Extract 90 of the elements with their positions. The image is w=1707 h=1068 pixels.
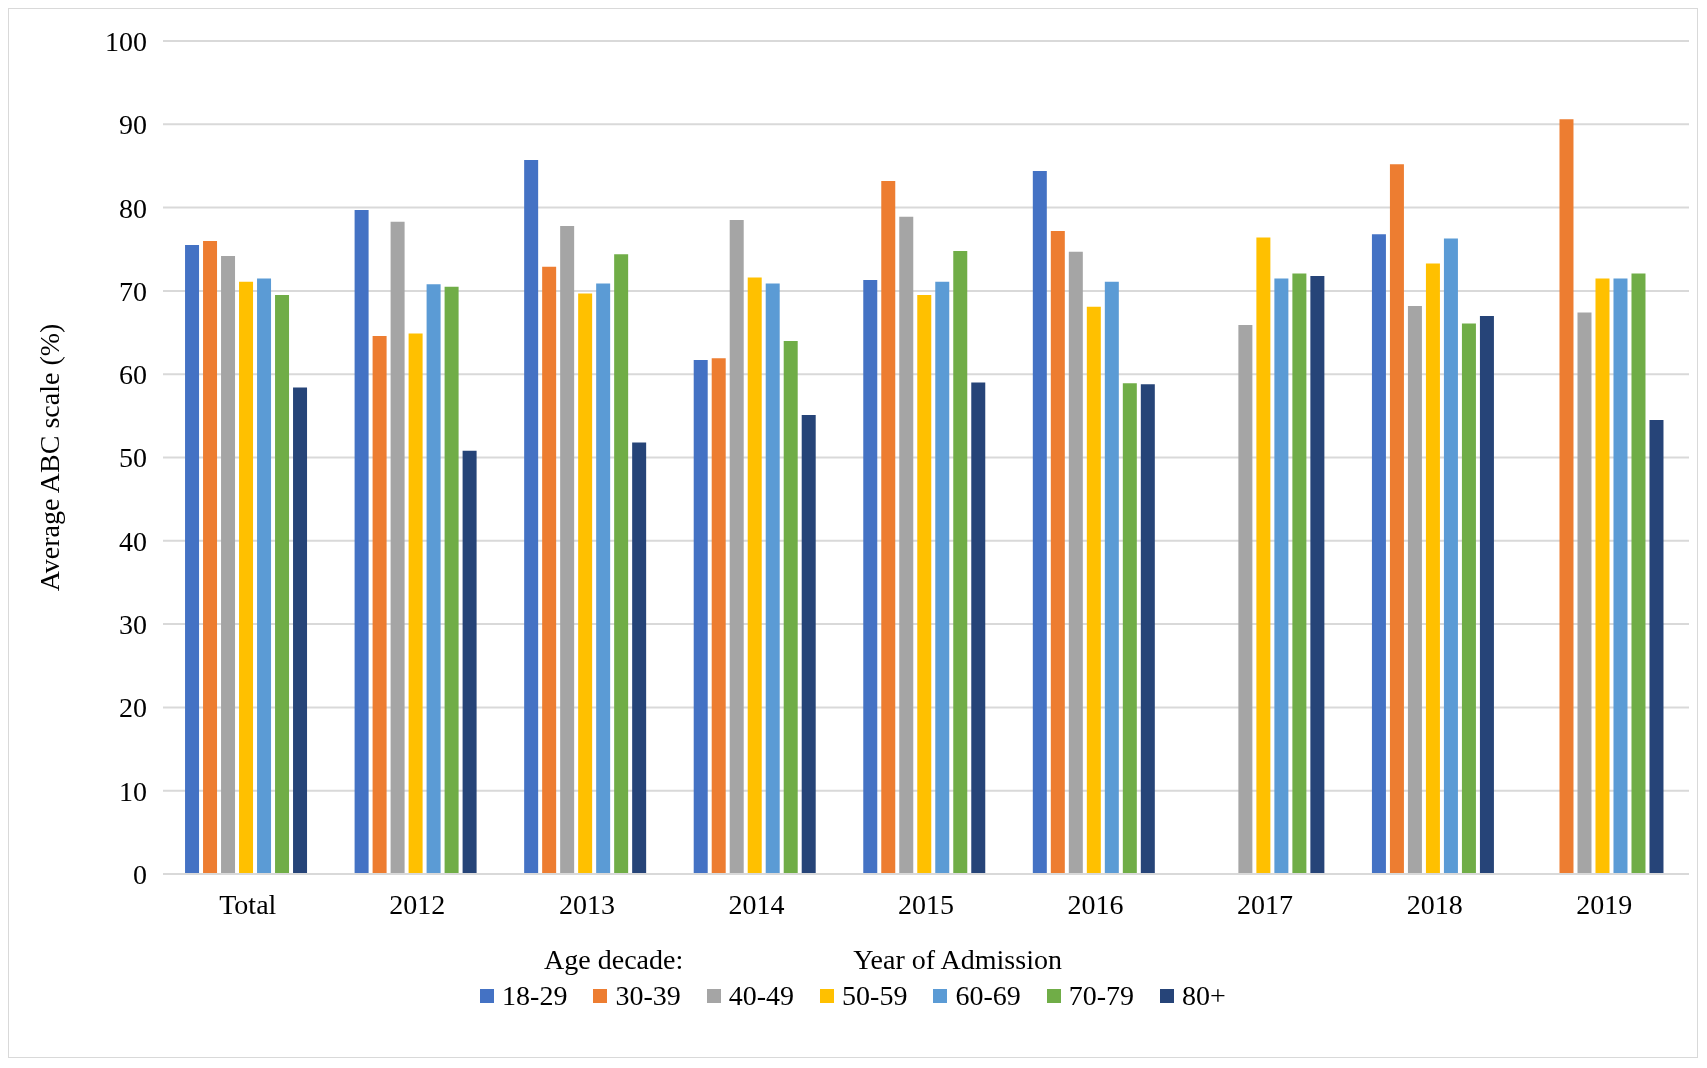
bar bbox=[953, 250, 968, 874]
bar bbox=[1140, 384, 1155, 874]
bar bbox=[765, 283, 780, 874]
x-axis-title: Year of Admission bbox=[853, 944, 1062, 976]
bar bbox=[729, 220, 744, 874]
bar bbox=[462, 450, 477, 874]
bar bbox=[747, 277, 762, 874]
bar bbox=[1274, 278, 1289, 874]
bar bbox=[693, 360, 708, 874]
bar bbox=[614, 254, 629, 874]
bar bbox=[524, 160, 539, 874]
bar bbox=[1050, 230, 1065, 874]
bar bbox=[257, 278, 272, 874]
x-tick-label: 2014 bbox=[728, 888, 785, 920]
y-tick-label: 30 bbox=[119, 609, 147, 641]
x-tick-label: Total bbox=[219, 888, 277, 920]
legend-title: Age decade: bbox=[544, 944, 684, 976]
bar bbox=[426, 284, 441, 874]
bar bbox=[1310, 275, 1325, 874]
bar bbox=[1613, 278, 1628, 874]
legend-label: 70-79 bbox=[1068, 980, 1135, 1012]
legend-label: 50-59 bbox=[842, 980, 908, 1012]
x-tick-label: 2015 bbox=[898, 888, 954, 920]
bar bbox=[801, 415, 816, 874]
bar bbox=[1292, 273, 1307, 874]
bar bbox=[863, 280, 878, 874]
legend-label: 40-49 bbox=[728, 980, 795, 1012]
bar bbox=[1238, 325, 1253, 874]
bar bbox=[444, 286, 459, 874]
legend-label: 60-69 bbox=[955, 980, 1021, 1012]
bar bbox=[935, 281, 950, 874]
bar bbox=[390, 221, 405, 874]
y-tick-label: 80 bbox=[119, 192, 147, 224]
y-tick-label: 20 bbox=[119, 692, 147, 724]
x-tick-label: 2012 bbox=[389, 888, 446, 920]
bar bbox=[783, 340, 798, 874]
bar bbox=[1389, 164, 1404, 874]
bar bbox=[881, 180, 896, 874]
bar bbox=[632, 442, 647, 874]
bar bbox=[239, 281, 254, 874]
x-tick-label: 2018 bbox=[1406, 888, 1463, 920]
bar bbox=[1631, 273, 1646, 874]
y-tick-label: 0 bbox=[133, 858, 147, 890]
bar bbox=[1256, 237, 1271, 874]
bar bbox=[1461, 323, 1476, 874]
bar bbox=[1425, 263, 1440, 874]
bar bbox=[1577, 312, 1592, 874]
bar bbox=[1086, 306, 1101, 874]
x-tick-label: 2016 bbox=[1067, 888, 1124, 920]
bar bbox=[1122, 383, 1137, 874]
bar bbox=[185, 245, 200, 874]
y-tick-label: 50 bbox=[119, 442, 147, 474]
bar bbox=[596, 283, 611, 874]
bar bbox=[408, 333, 423, 874]
legend-label: 30-39 bbox=[615, 980, 681, 1012]
bar bbox=[293, 387, 308, 874]
y-tick-label: 100 bbox=[105, 25, 147, 57]
bar bbox=[1104, 281, 1119, 874]
bar bbox=[899, 216, 914, 874]
bar bbox=[354, 210, 369, 874]
bar bbox=[275, 295, 290, 874]
bar bbox=[1595, 278, 1610, 874]
bar bbox=[578, 293, 593, 874]
legend-label: 80+ bbox=[1182, 980, 1226, 1012]
y-tick-label: 40 bbox=[119, 525, 147, 557]
bar bbox=[1649, 420, 1664, 874]
bar bbox=[542, 266, 557, 874]
bar bbox=[1068, 251, 1083, 874]
bar bbox=[221, 255, 236, 874]
bar bbox=[1407, 305, 1422, 874]
bar bbox=[971, 382, 986, 874]
bar bbox=[1371, 234, 1386, 874]
bar bbox=[1559, 119, 1574, 874]
x-tick-label: 2019 bbox=[1576, 888, 1633, 920]
bar bbox=[917, 295, 932, 874]
y-tick-label: 60 bbox=[119, 359, 147, 391]
x-tick-label: 2013 bbox=[558, 888, 615, 920]
legend-label: 18-29 bbox=[502, 980, 568, 1012]
y-tick-label: 70 bbox=[119, 275, 147, 307]
bar bbox=[1479, 315, 1494, 874]
y-axis-title: Average ABC scale (%) bbox=[33, 323, 65, 592]
bar bbox=[1032, 170, 1047, 874]
bar bbox=[711, 358, 726, 874]
bar bbox=[203, 240, 218, 874]
bar bbox=[560, 225, 575, 874]
y-tick-label: 10 bbox=[119, 775, 147, 807]
bar bbox=[1443, 238, 1458, 874]
x-tick-label: 2017 bbox=[1237, 888, 1294, 920]
y-tick-label: 90 bbox=[119, 109, 147, 141]
bar bbox=[372, 335, 387, 874]
